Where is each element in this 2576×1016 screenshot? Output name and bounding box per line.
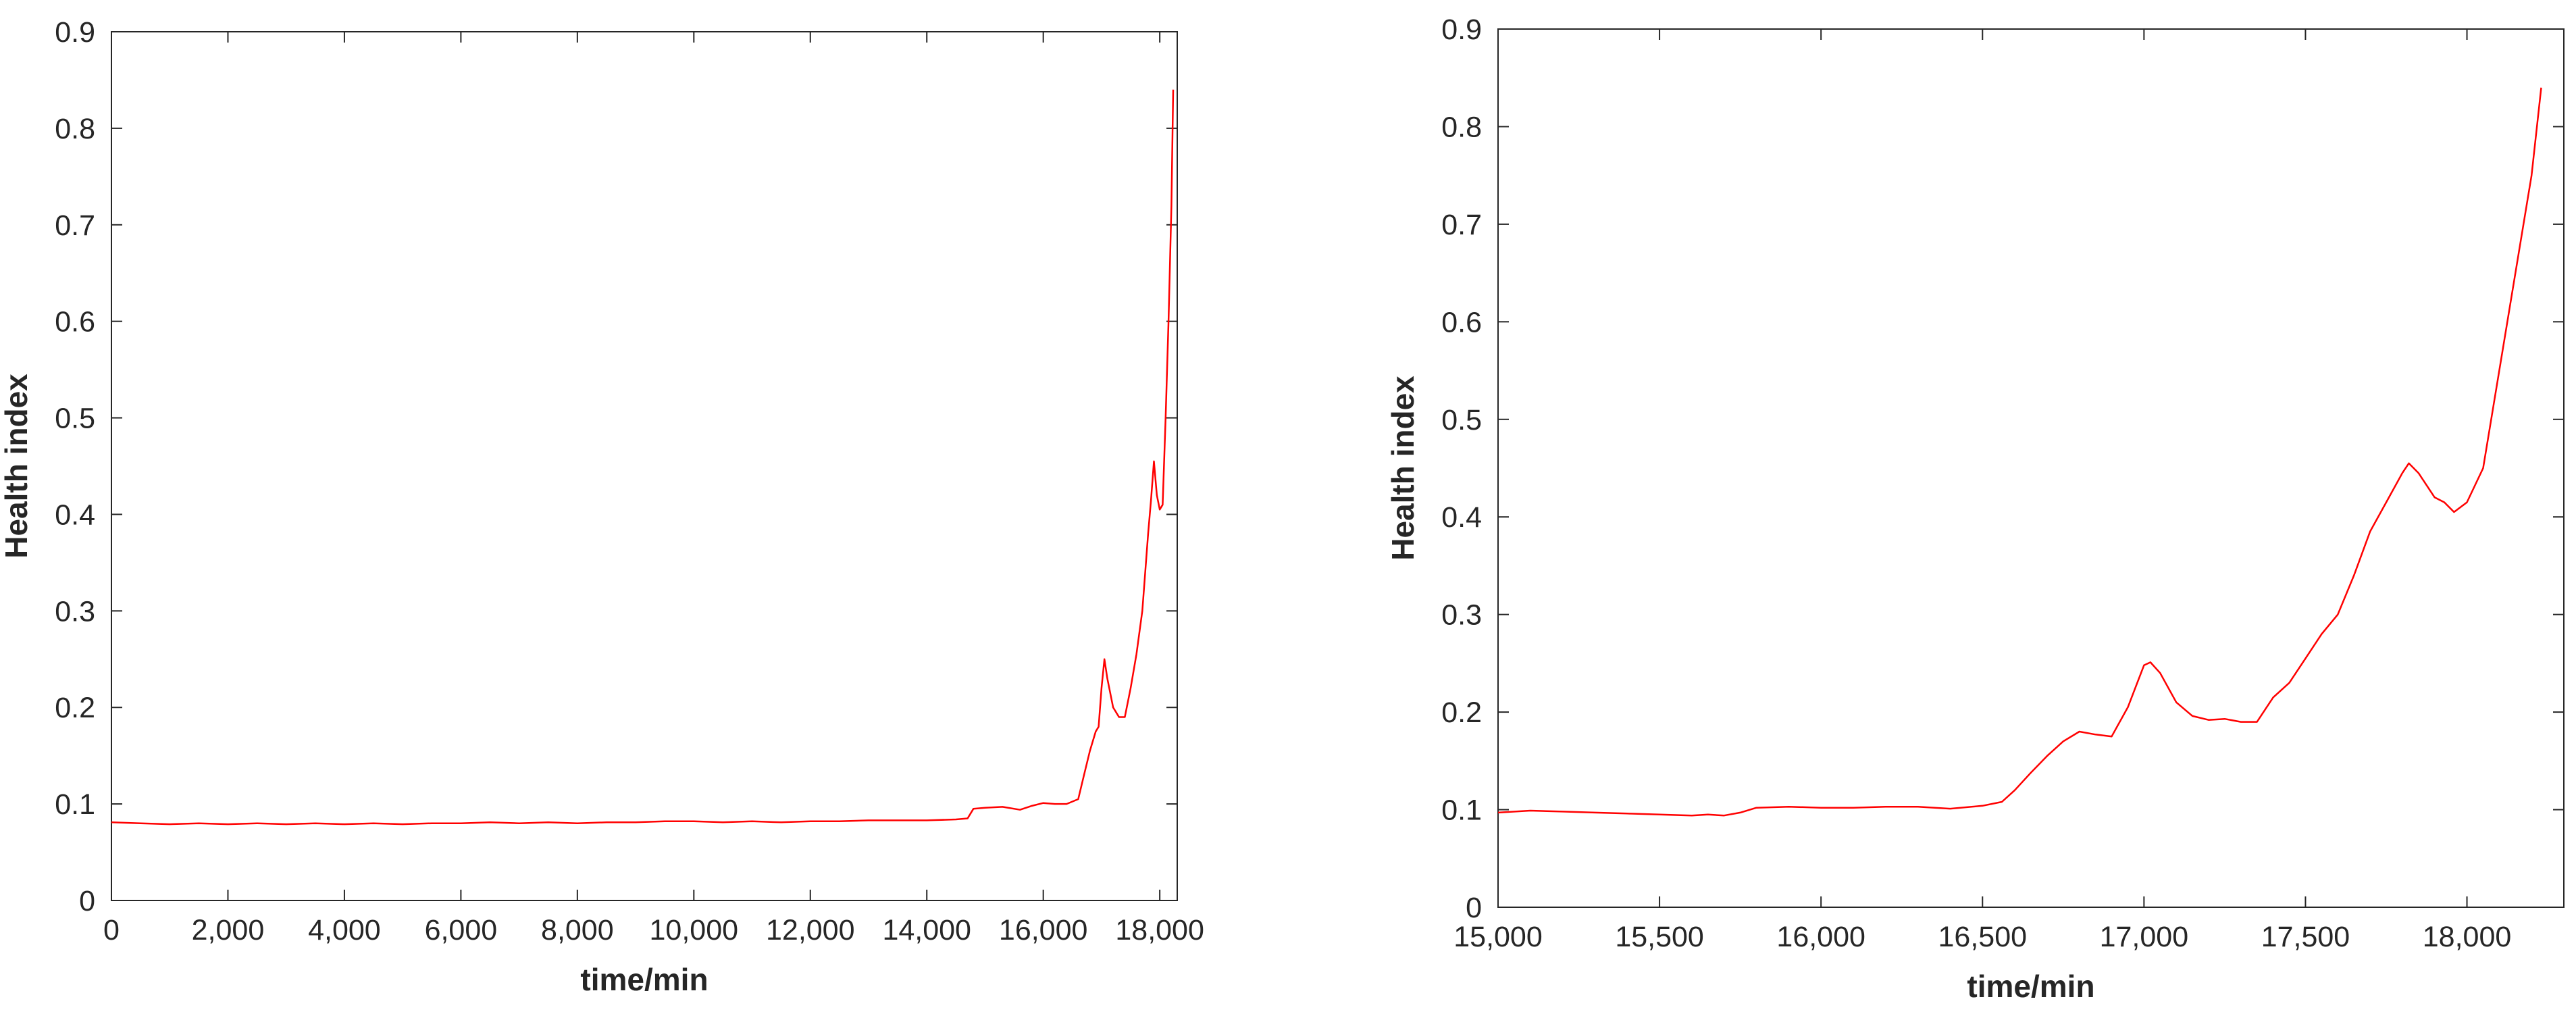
x-tick-label: 15,500 — [1615, 921, 1704, 953]
y-tick-label: 0.5 — [55, 403, 95, 435]
x-tick-label: 18,000 — [2423, 921, 2512, 953]
x-tick-label: 16,000 — [1776, 921, 1865, 953]
plot-area-frame — [1497, 28, 2565, 908]
x-tick-label: 16,000 — [999, 914, 1088, 946]
y-tick-label: 0.6 — [55, 306, 95, 338]
y-tick-label: 0.4 — [55, 499, 95, 531]
x-tick-label: 15,000 — [1453, 921, 1543, 953]
x-tick-label: 10,000 — [650, 914, 739, 946]
y-tick-label: 0.1 — [1441, 794, 1482, 827]
x-tick-label: 2,000 — [192, 914, 265, 946]
x-tick-label: 17,000 — [2100, 921, 2189, 953]
plot-area-frame — [111, 31, 1178, 901]
y-tick-label: 0.6 — [1441, 306, 1482, 338]
x-tick-label: 17,500 — [2261, 921, 2350, 953]
y-axis-title: Health index — [0, 374, 34, 559]
x-tick-label: 16,500 — [1938, 921, 2028, 953]
x-tick-label: 18,000 — [1115, 914, 1204, 946]
health-index-line — [1497, 87, 2542, 817]
x-tick-label: 6,000 — [425, 914, 498, 946]
y-tick-label: 0.2 — [55, 692, 95, 724]
y-tick-label: 0.9 — [1441, 14, 1482, 46]
y-tick-label: 0.3 — [1441, 599, 1482, 632]
left-chart-panel: 0 2,000 4,000 6,000 8,000 10,000 12,000 14,000 1… — [0, 16, 1204, 997]
y-tick-label: 0.8 — [1441, 111, 1482, 143]
x-tick-label: 0 — [103, 914, 120, 946]
x-tick-label: 4,000 — [308, 914, 381, 946]
y-tick-label: 0.7 — [55, 209, 95, 242]
x-tick-label: 14,000 — [882, 914, 971, 946]
y-tick-label: 0.1 — [55, 788, 95, 821]
x-axis-title: time/min — [580, 962, 708, 997]
y-tick-label: 0.3 — [55, 595, 95, 628]
x-tick-label: 8,000 — [541, 914, 614, 946]
x-tick-label: 12,000 — [766, 914, 855, 946]
y-tick-label: 0.9 — [55, 16, 95, 49]
right-chart-panel: 15,000 15,500 16,000 16,500 17,000 17,500 18,0… — [1385, 14, 2565, 1004]
y-axis-title: Health index — [1385, 376, 1420, 561]
y-tick-label: 0.8 — [55, 113, 95, 145]
y-tick-label: 0.7 — [1441, 209, 1482, 241]
y-tick-label: 0 — [1466, 892, 1482, 924]
y-tick-label: 0.5 — [1441, 404, 1482, 436]
y-tick-label: 0.2 — [1441, 696, 1482, 729]
y-tick-label: 0.4 — [1441, 501, 1482, 534]
x-axis-title: time/min — [1967, 969, 2094, 1004]
health-index-line — [111, 89, 1175, 825]
y-tick-label: 0 — [79, 885, 95, 917]
